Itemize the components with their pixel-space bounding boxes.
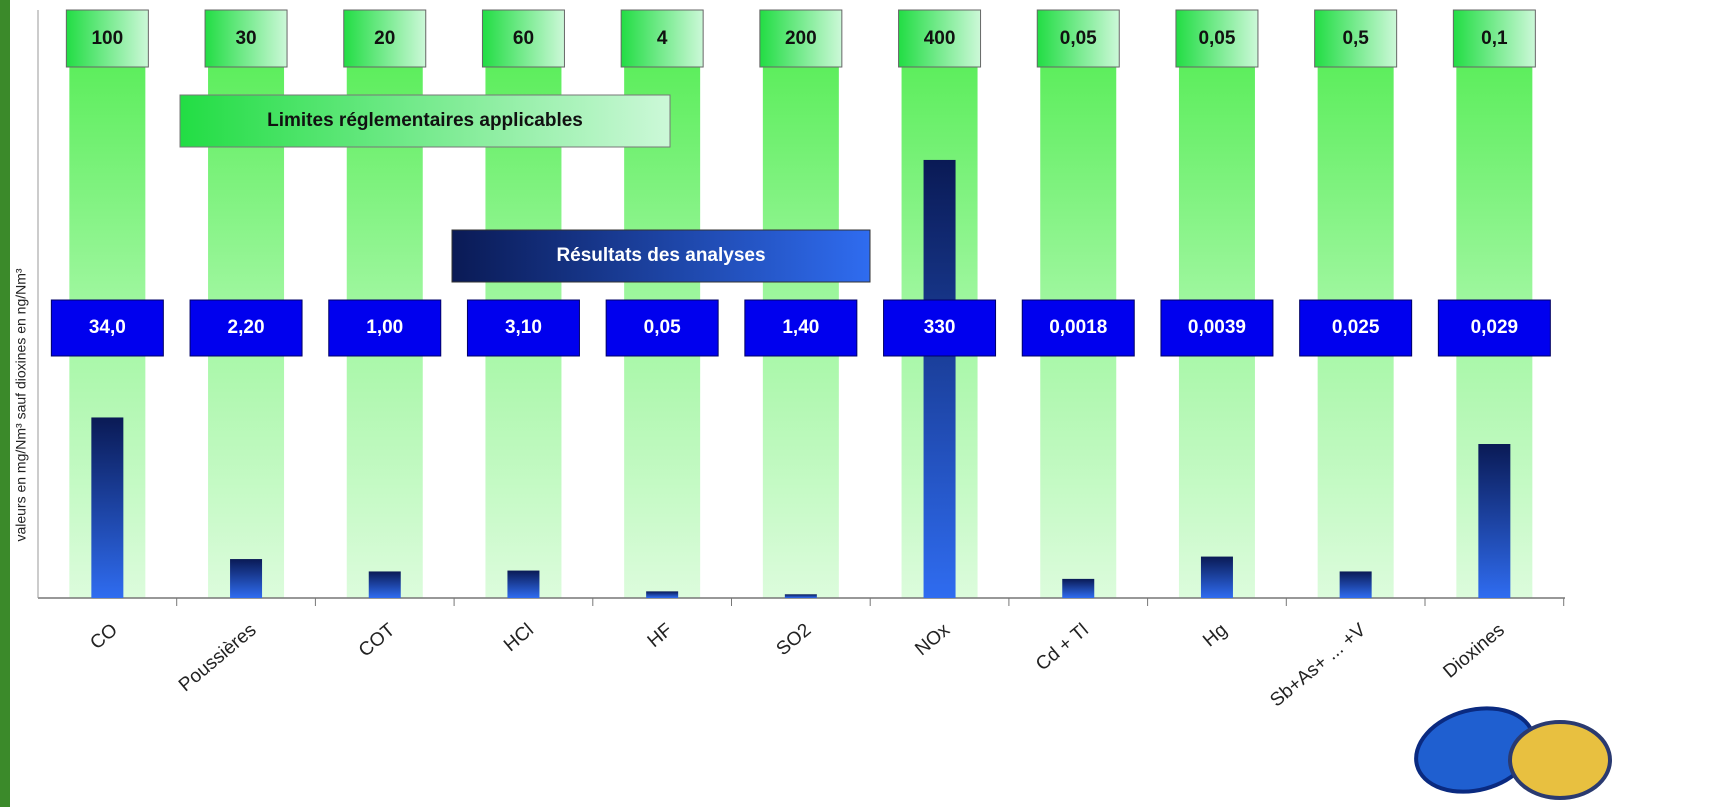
limit-box xyxy=(343,9,427,68)
y-axis-label: valeurs en mg/Nm³ sauf dioxines en ng/Nm… xyxy=(13,268,29,541)
result-bar xyxy=(230,559,263,598)
x-tick-label: Cd + Tl xyxy=(1032,620,1093,676)
result-bar xyxy=(1062,578,1095,598)
limit-box xyxy=(759,9,843,68)
result-bar xyxy=(1200,556,1233,598)
limit-box xyxy=(1175,9,1259,68)
result-box xyxy=(1160,299,1274,357)
limit-label: 200 xyxy=(785,28,817,49)
limit-label: 20 xyxy=(374,28,395,49)
limit-label: 0,1 xyxy=(1481,28,1508,49)
result-label: 0,025 xyxy=(1332,317,1380,338)
result-box xyxy=(466,299,580,357)
x-tick-label: Dioxines xyxy=(1439,620,1508,683)
result-label: 330 xyxy=(924,317,956,338)
result-bar xyxy=(923,159,956,599)
limit-label: 0,5 xyxy=(1342,28,1369,49)
result-box xyxy=(744,299,858,357)
result-box xyxy=(328,299,442,357)
result-label: 0,0039 xyxy=(1188,317,1246,338)
limit-box xyxy=(204,9,288,68)
result-label: 1,40 xyxy=(782,317,819,338)
limit-box xyxy=(481,9,565,68)
limit-label: 0,05 xyxy=(1060,28,1097,49)
limit-label: 400 xyxy=(924,28,956,49)
result-box xyxy=(50,299,164,357)
limit-label: 30 xyxy=(235,28,256,49)
result-label: 3,10 xyxy=(505,317,542,338)
x-tick-label: Hg xyxy=(1199,620,1231,652)
x-tick-label: Sb+As+ ... +V xyxy=(1266,619,1370,711)
result-label: 0,05 xyxy=(644,317,681,338)
legend-label: Limites réglementaires applicables xyxy=(267,110,583,131)
x-tick-label: Poussières xyxy=(175,620,261,697)
limit-box xyxy=(620,9,704,68)
result-bar xyxy=(1339,571,1372,598)
result-bar xyxy=(1478,444,1511,598)
result-box xyxy=(1021,299,1135,357)
result-label: 0,029 xyxy=(1471,317,1519,338)
x-tick-label: NOx xyxy=(911,619,954,660)
x-tick-label: HCl xyxy=(500,620,538,656)
legend-label: Résultats des analyses xyxy=(556,245,765,266)
limit-label: 60 xyxy=(513,28,534,49)
result-bar xyxy=(784,594,817,598)
result-label: 34,0 xyxy=(89,317,126,338)
result-box xyxy=(605,299,719,357)
limit-box xyxy=(65,9,149,68)
limit-label: 0,05 xyxy=(1198,28,1235,49)
limit-box xyxy=(1036,9,1120,68)
result-box xyxy=(1299,299,1413,357)
x-tick-label: COT xyxy=(355,619,400,661)
result-label: 1,00 xyxy=(366,317,403,338)
result-label: 0,0018 xyxy=(1049,317,1107,338)
legend-box xyxy=(179,94,671,148)
result-bar xyxy=(507,570,540,598)
result-box xyxy=(189,299,303,357)
frame-edge xyxy=(0,0,10,807)
result-bar xyxy=(91,417,124,598)
limit-label: 100 xyxy=(91,28,123,49)
logo xyxy=(1414,706,1612,800)
limit-box xyxy=(1314,9,1398,68)
x-tick-label: CO xyxy=(86,620,121,654)
result-box xyxy=(883,299,997,357)
x-tick-label: SO2 xyxy=(773,620,816,661)
result-bar xyxy=(646,591,679,598)
result-bar xyxy=(368,571,401,598)
limit-label: 4 xyxy=(657,28,668,49)
legend-box xyxy=(451,229,871,283)
limit-box xyxy=(1452,9,1536,68)
result-box xyxy=(1437,299,1551,357)
limit-box xyxy=(898,9,982,68)
result-label: 2,20 xyxy=(228,317,265,338)
x-tick-label: HF xyxy=(644,620,677,652)
